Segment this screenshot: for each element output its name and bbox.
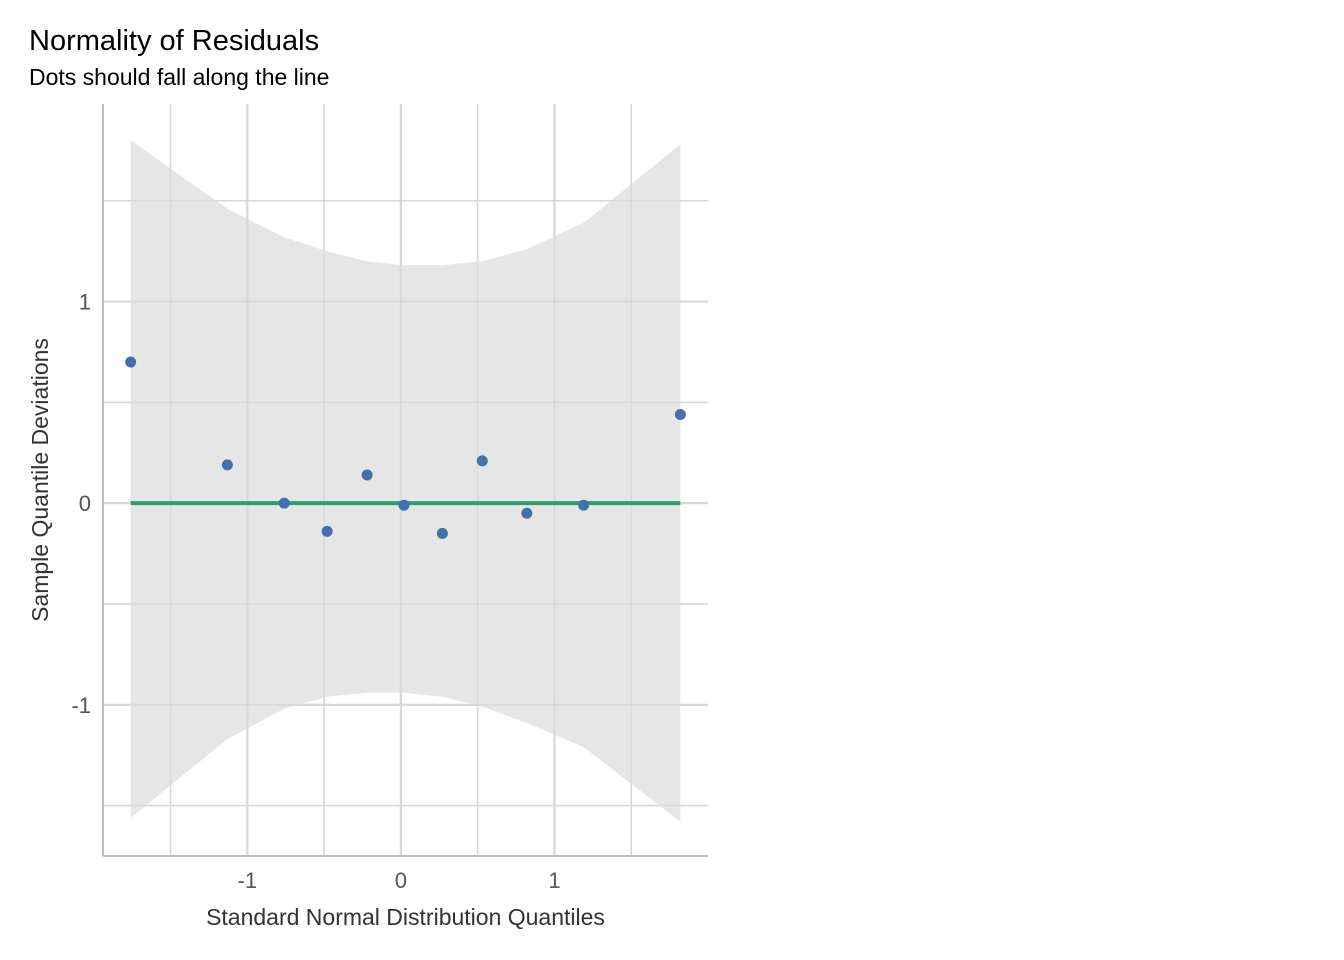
data-point bbox=[278, 497, 290, 509]
data-point bbox=[125, 356, 137, 368]
y-tick-label: -1 bbox=[71, 693, 91, 718]
x-tick-labels: -1 0 1 bbox=[238, 868, 561, 893]
confidence-band bbox=[130, 140, 681, 822]
y-tick-label: 1 bbox=[79, 290, 91, 315]
grid-lines-overlay bbox=[103, 104, 708, 856]
data-point bbox=[221, 459, 233, 471]
chart-title: Normality of Residuals bbox=[29, 25, 320, 57]
data-point bbox=[321, 525, 333, 537]
data-point bbox=[674, 408, 686, 420]
data-point bbox=[361, 469, 373, 481]
x-tick-label: 0 bbox=[395, 868, 407, 893]
data-point bbox=[398, 499, 410, 511]
data-point bbox=[476, 455, 488, 467]
data-point bbox=[521, 507, 533, 519]
y-tick-label: 0 bbox=[79, 491, 91, 516]
data-point bbox=[436, 527, 448, 539]
x-axis-title: Standard Normal Distribution Quantiles bbox=[206, 904, 605, 930]
x-tick-label: -1 bbox=[238, 868, 258, 893]
data-point bbox=[578, 499, 590, 511]
x-tick-label: 1 bbox=[548, 868, 560, 893]
y-tick-labels: -1 0 1 bbox=[71, 290, 91, 718]
y-axis-title: Sample Quantile Deviations bbox=[27, 338, 53, 622]
chart-subtitle: Dots should fall along the line bbox=[29, 64, 330, 90]
data-points bbox=[125, 356, 686, 539]
